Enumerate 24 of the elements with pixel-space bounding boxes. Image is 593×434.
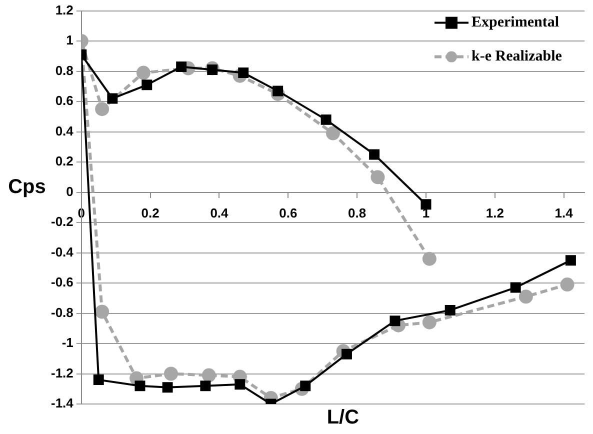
x-tick-label: 1.2 <box>486 206 504 221</box>
y-tick-label: -0.8 <box>50 304 74 320</box>
x-tick-label: 0.8 <box>348 206 366 221</box>
y-tick-label: 0 <box>66 184 74 199</box>
y-tick-label: -0.6 <box>50 274 74 290</box>
x-axis-title: L/C <box>326 406 360 429</box>
y-tick-label: -1.2 <box>50 365 74 380</box>
y-tick-label: -1 <box>62 335 74 350</box>
x-tick-label: 0.4 <box>210 206 230 221</box>
y-tick-label: 1.2 <box>55 2 74 18</box>
y-tick-label: -0.2 <box>50 214 74 230</box>
legend-label: Experimental <box>472 14 559 31</box>
y-tick-label: 0.4 <box>55 123 74 138</box>
legend-label: k-e Realizable <box>472 48 562 65</box>
y-tick-label: -1.4 <box>50 396 74 411</box>
y-axis-title: Cps <box>8 176 46 198</box>
x-tick-label: 0.2 <box>141 206 160 221</box>
y-tick-label: 1 <box>66 32 74 48</box>
x-tick-label: 0.6 <box>279 206 298 221</box>
y-tick-label: 0.6 <box>55 93 74 108</box>
x-tick-label: 1.4 <box>554 206 574 221</box>
y-tick-label: -0.4 <box>50 244 74 260</box>
y-tick-label: 0.8 <box>55 62 74 78</box>
y-tick-label: 0.2 <box>55 154 74 169</box>
